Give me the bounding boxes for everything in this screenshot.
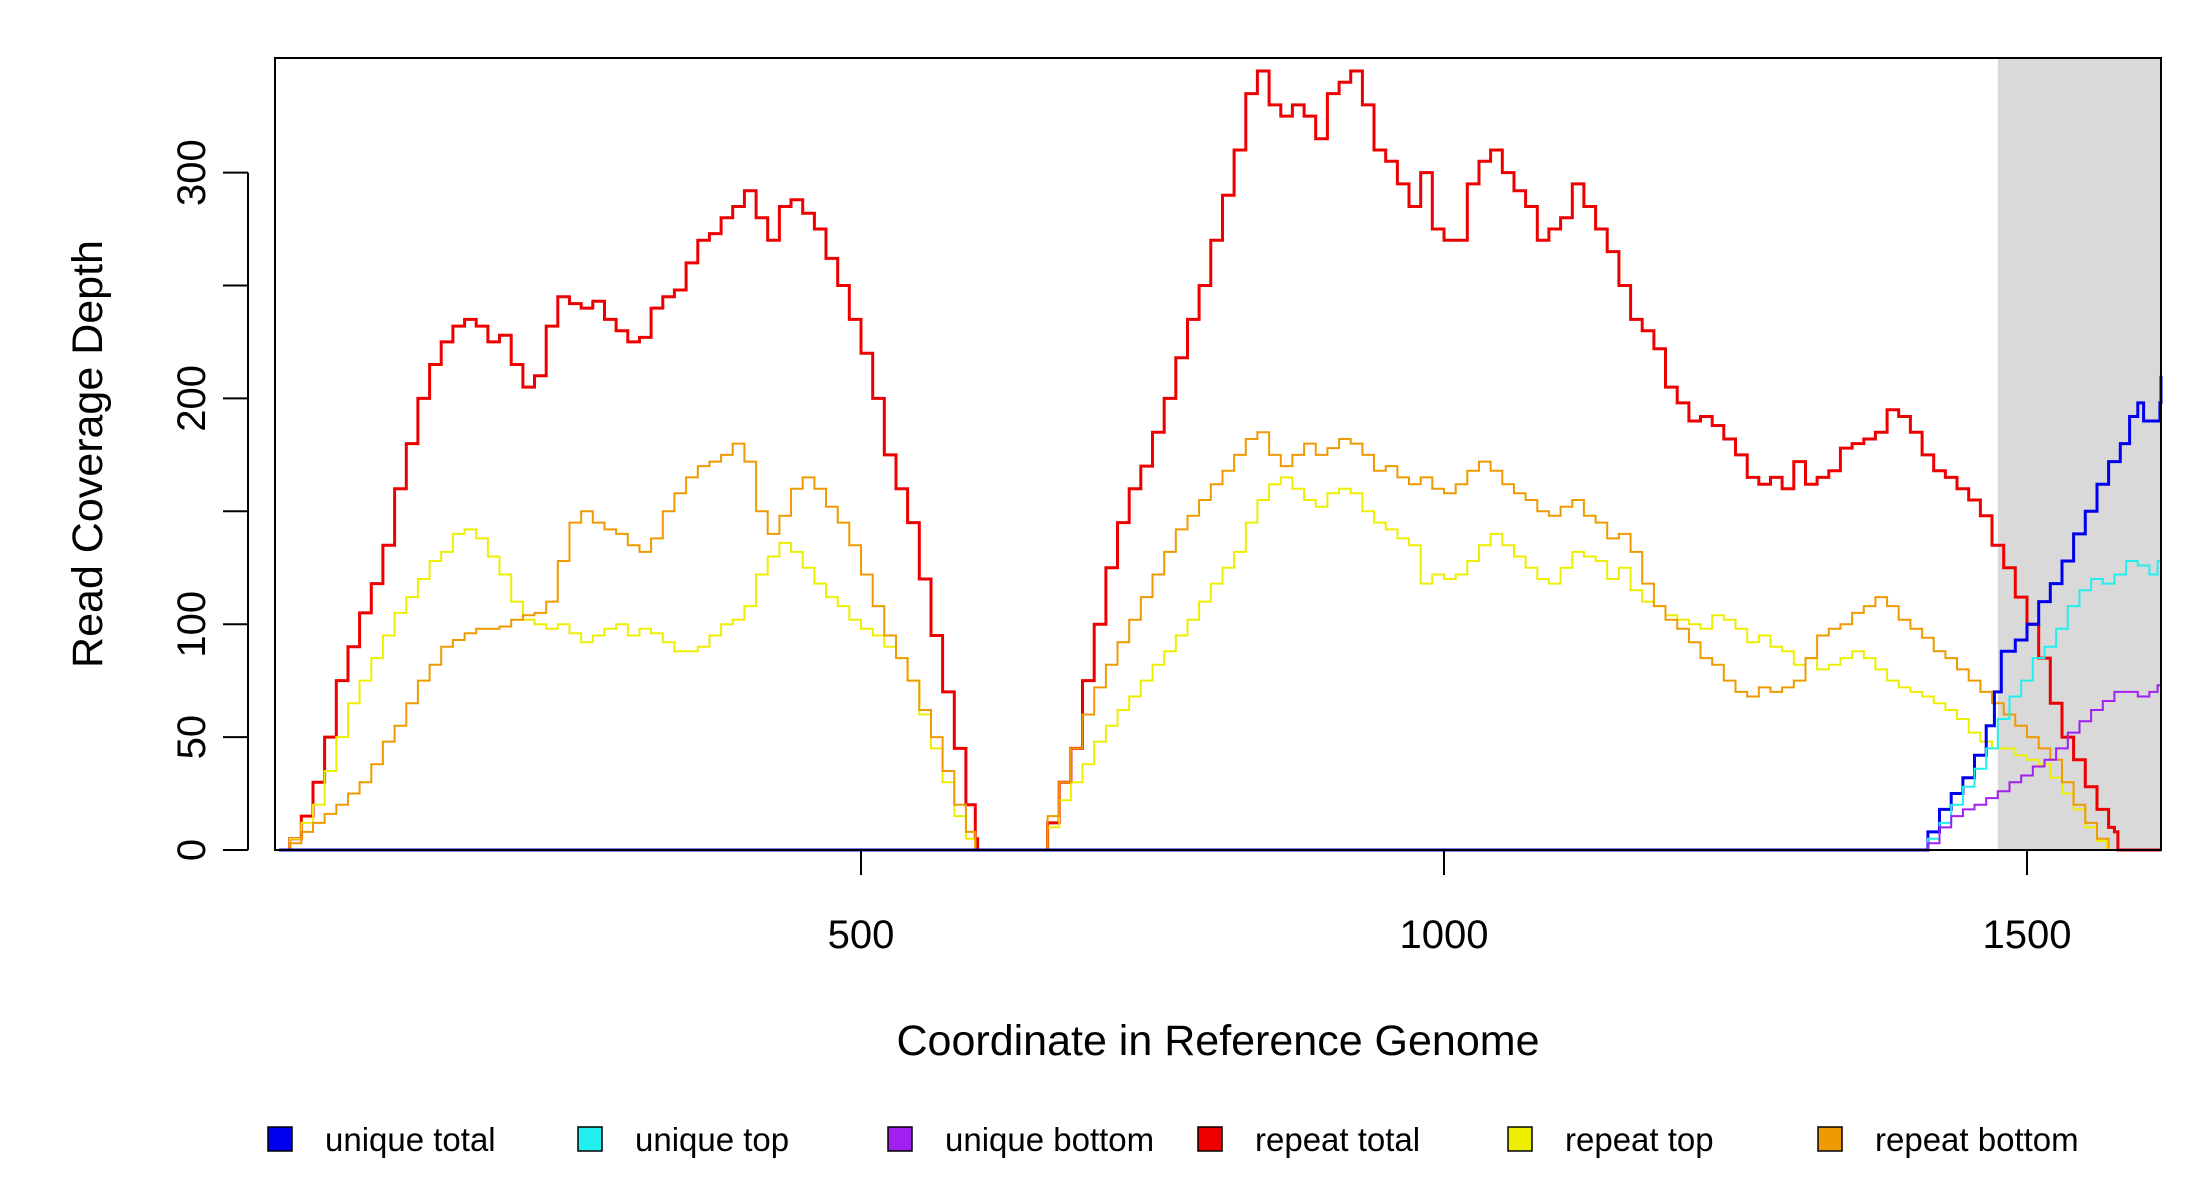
- legend-swatch-unique-top: [577, 1126, 603, 1152]
- legend-label-repeat-top: repeat top: [1565, 1121, 1714, 1158]
- legend-swatch-unique-bottom: [887, 1126, 913, 1152]
- shaded-region: [1997, 58, 2161, 850]
- x-axis: 500 1000 1500: [828, 849, 2072, 957]
- series-line-unique-top: [279, 556, 2162, 851]
- y-tick-label: 100: [170, 591, 214, 658]
- series-line-repeat-top: [279, 476, 2161, 851]
- y-tick-label: 50: [170, 715, 214, 760]
- legend-swatch-repeat-bottom: [1817, 1126, 1843, 1152]
- y-axis: 0 50 100 200 300: [170, 139, 249, 861]
- legend-swatch-repeat-total: [1197, 1126, 1223, 1152]
- y-tick-label: 300: [170, 139, 214, 206]
- y-tick-label: 0: [170, 839, 214, 861]
- legend: unique total unique top unique bottom repea…: [267, 1121, 2079, 1158]
- legend-label-repeat-total: repeat total: [1255, 1121, 1420, 1158]
- x-tick-label: 1000: [1400, 913, 1489, 957]
- series-line-unique-bottom: [279, 664, 2162, 851]
- series-line-unique-total: [279, 375, 2163, 852]
- series-line-repeat-bottom: [279, 431, 2161, 851]
- series-line-repeat-total: [279, 69, 2161, 852]
- x-tick-label: 500: [828, 913, 895, 957]
- legend-label-unique-top: unique top: [635, 1121, 789, 1158]
- plot-frame: [274, 57, 2162, 851]
- legend-swatch-unique-total: [267, 1126, 293, 1152]
- x-axis-title: Coordinate in Reference Genome: [897, 1017, 1540, 1065]
- y-axis-title: Read Coverage Depth: [64, 240, 112, 668]
- y-tick-label: 200: [170, 365, 214, 432]
- series-layer: [279, 69, 2163, 852]
- legend-label-repeat-bottom: repeat bottom: [1875, 1121, 2079, 1158]
- x-tick-label: 1500: [1983, 913, 2072, 957]
- legend-swatch-repeat-top: [1507, 1126, 1533, 1152]
- legend-label-unique-total: unique total: [325, 1121, 496, 1158]
- shaded-region-layer: [1997, 58, 2161, 850]
- legend-label-unique-bottom: unique bottom: [945, 1121, 1154, 1158]
